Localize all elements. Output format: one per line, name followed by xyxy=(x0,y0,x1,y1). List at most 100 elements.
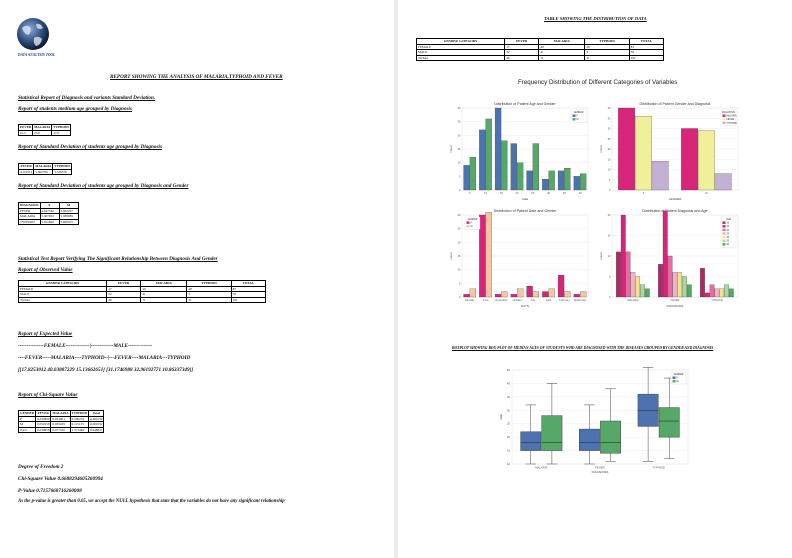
x-tick-label: February xyxy=(559,298,570,302)
bar xyxy=(526,285,533,298)
x-axis-label: DIAGNOSIS xyxy=(592,470,609,474)
bar xyxy=(682,276,687,298)
expected-line-3: [[17.8253012 40.03807229 15.13662651] [3… xyxy=(18,367,194,373)
table-cell: TYPHOID xyxy=(18,218,41,226)
x-axis-label: GENDER xyxy=(669,197,683,201)
table-cell: 0.034899 xyxy=(35,415,52,423)
y-tick-label: 10 xyxy=(507,462,511,466)
bar xyxy=(697,130,715,191)
bar xyxy=(630,272,636,298)
y-tick-label: 10 xyxy=(608,254,611,258)
table-cell: 161 xyxy=(230,296,267,304)
table-header: MALARIA xyxy=(50,410,71,417)
bar xyxy=(640,284,645,298)
table-cell: 5.528576 xyxy=(52,168,72,176)
chi-square-value: Chi-Square Value 0.6688294605260994 xyxy=(18,476,103,482)
bar xyxy=(469,157,476,191)
bar xyxy=(494,107,502,191)
legend-swatch xyxy=(722,114,726,117)
std-heading: Report of Standard Deviation of students… xyxy=(18,144,162,150)
bar xyxy=(634,116,652,191)
table-cell: 5.662799 xyxy=(33,168,54,176)
table-cell: 17 xyxy=(106,285,142,293)
bar xyxy=(618,107,635,191)
std-gender-table: DIAGNOSIS F M FEVER 4.647566 3.802267 MA… xyxy=(18,202,79,226)
legend-title: GENDER xyxy=(674,374,684,376)
legend-label: 15 xyxy=(727,226,730,228)
observed-heading: Report of Observed Value xyxy=(18,267,73,273)
bar xyxy=(526,170,533,191)
median-heading: Report of students medium age grouped by… xyxy=(18,106,132,112)
bar xyxy=(501,140,508,191)
table-header: Total xyxy=(87,410,105,417)
bar xyxy=(557,275,565,298)
table-cell: 31 xyxy=(584,54,630,62)
y-axis-label: AGE xyxy=(499,414,503,420)
y-tick-label: 30 xyxy=(458,106,461,110)
table-cell: 5.911869 xyxy=(39,218,60,226)
legend-swatch xyxy=(722,235,726,239)
y-tick-label: 40 xyxy=(608,106,611,110)
bar xyxy=(494,294,502,298)
chart-diagnosis-age: Distribution of Patient Diagnosis and Ag… xyxy=(599,209,739,308)
bar xyxy=(463,165,470,191)
bar xyxy=(719,288,725,298)
table-cell: 49 xyxy=(106,296,142,304)
x-tick-label: June xyxy=(483,298,489,302)
y-tick-label: 20 xyxy=(458,240,461,244)
x-tick-label: FEVER xyxy=(671,298,680,302)
bar xyxy=(672,272,678,298)
x-tick-label: TYPHOID xyxy=(652,466,664,470)
legend-label: 40 xyxy=(727,244,730,246)
chart-title: Distribution of Patient Age and Gender xyxy=(494,102,556,106)
legend-label: 30 xyxy=(727,237,730,239)
y-tick-label: 0 xyxy=(459,295,461,299)
table-cell: 0.202532 xyxy=(87,421,105,428)
y-tick-label: 10 xyxy=(458,161,461,165)
y-tick-label: 15 xyxy=(458,254,461,258)
legend-label: 10 xyxy=(727,223,730,225)
x-tick-label: 20 xyxy=(516,191,519,195)
std-gender-heading: Report of Standard Deviation of students… xyxy=(18,183,189,189)
y-tick-label: 25 xyxy=(458,120,461,124)
bar xyxy=(625,251,631,298)
bar xyxy=(532,291,539,298)
table-header: FEVER xyxy=(35,410,52,417)
y-tick-label: 0 xyxy=(609,295,611,299)
y-tick-label: 30 xyxy=(458,213,461,217)
table-cell: 0.077526 xyxy=(50,426,71,434)
table-cell: 1.371448 xyxy=(69,426,90,434)
expected-line-2: ----FEVER-----MALARIA----TYPHOID--|---FE… xyxy=(18,355,191,361)
chart-gender-diagnosis: Distribution of Patient Gender and Diagn… xyxy=(599,102,739,201)
globe-logo-icon xyxy=(17,18,49,50)
table-cell: 49 xyxy=(504,54,540,62)
y-tick-label: 10 xyxy=(608,168,611,172)
x-tick-label: M xyxy=(705,191,707,195)
bar xyxy=(644,288,650,298)
bar xyxy=(635,276,641,298)
table-cell: 161 xyxy=(628,54,665,62)
legend-swatch xyxy=(722,221,726,224)
table-cell: 4.119513 xyxy=(17,168,35,176)
bar xyxy=(510,294,517,298)
y-axis-label: count xyxy=(449,145,453,153)
bar xyxy=(573,176,580,191)
legend-title: GENDER xyxy=(468,219,478,221)
y-tick-label: 30 xyxy=(507,408,511,412)
distribution-table: GENDER CATEGORY FEVER MALARIA TYPHOID TO… xyxy=(415,38,665,62)
legend-swatch xyxy=(672,380,676,383)
x-tick-label: 5 xyxy=(469,191,471,195)
legend-label: M xyxy=(577,119,579,121)
x-tick-label: 40 xyxy=(579,191,582,195)
y-tick-label: 25 xyxy=(458,227,461,231)
legend-swatch xyxy=(722,118,726,121)
bar xyxy=(479,129,486,191)
table-header: FEVER xyxy=(106,280,142,287)
bar xyxy=(677,272,683,298)
bar xyxy=(704,292,710,298)
x-tick-label: FEVER xyxy=(595,466,604,470)
legend-swatch xyxy=(722,239,726,242)
table-cell: 85 xyxy=(230,285,267,293)
y-tick-label: 20 xyxy=(608,147,611,151)
table-cell: 10.5 xyxy=(17,129,34,137)
